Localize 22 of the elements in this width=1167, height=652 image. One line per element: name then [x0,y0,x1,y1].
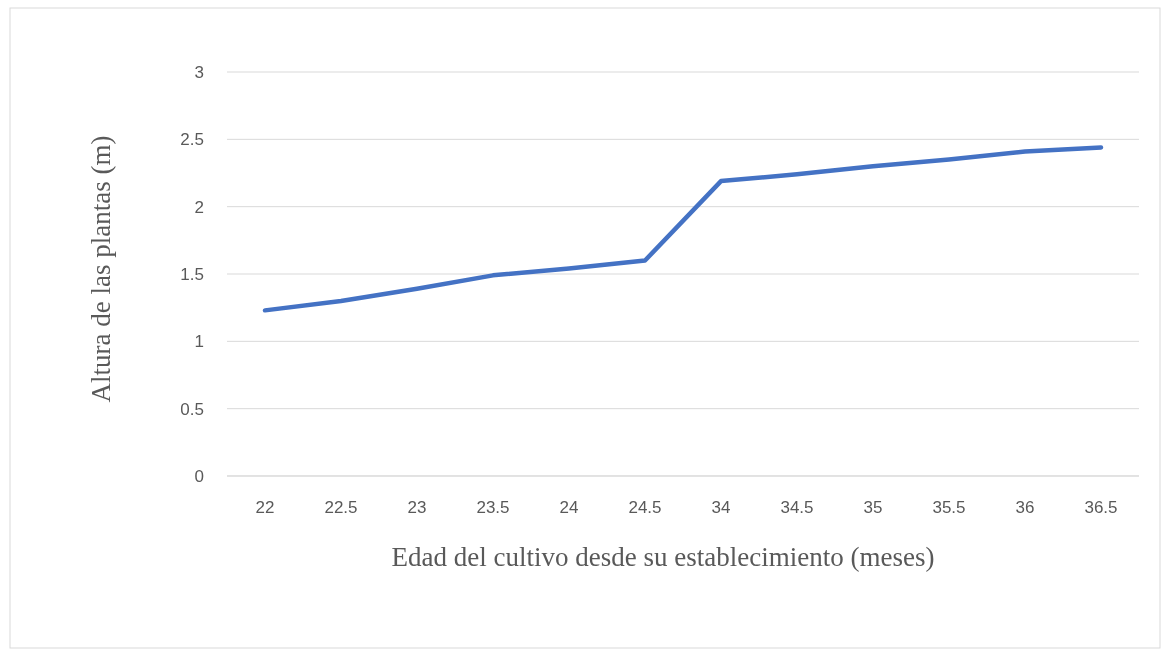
x-tick-label: 23.5 [476,498,510,517]
y-tick-label: 2.5 [180,130,204,150]
x-tick-label: 35 [863,498,883,517]
x-tick-label: 22 [255,498,275,517]
y-tick-label: 0.5 [180,399,204,419]
x-tick-label: 24 [559,498,579,517]
y-tick-label: 2 [194,197,204,217]
y-tick-label: 0 [194,466,204,486]
y-tick-label: 1.5 [180,264,204,284]
x-tick-label: 36 [1015,498,1035,517]
x-tick-label: 35.5 [932,498,966,517]
line-series [262,145,1104,313]
y-axis-title: Altura de las plantas (m) [86,135,116,403]
x-tick-label: 22.5 [324,498,358,517]
y-tick-label: 1 [194,332,204,352]
x-tick-label: 23 [407,498,427,517]
y-tick-label: 3 [194,62,204,82]
x-tick-label: 34.5 [780,498,814,517]
x-tick-label: 34 [711,498,731,517]
x-axis-title: Edad del cultivo desde su establecimiento (meses) [391,542,935,572]
x-tick-label: 24.5 [628,498,662,517]
x-tick-label: 36.5 [1084,498,1118,517]
